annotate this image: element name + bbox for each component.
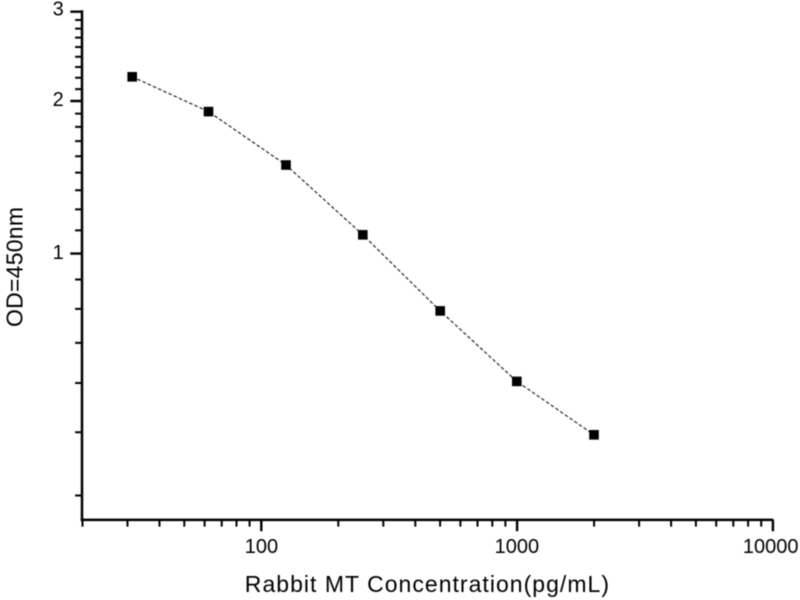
svg-text:3: 3 [53, 0, 64, 21]
svg-text:10000: 10000 [743, 536, 799, 558]
svg-text:1000: 1000 [495, 536, 540, 558]
svg-text:100: 100 [245, 536, 278, 558]
svg-text:1: 1 [53, 242, 64, 264]
svg-text:OD=450nm: OD=450nm [2, 207, 28, 327]
svg-text:2: 2 [53, 89, 64, 111]
svg-text:Rabbit MT Concentration(pg/mL): Rabbit MT Concentration(pg/mL) [245, 571, 609, 597]
